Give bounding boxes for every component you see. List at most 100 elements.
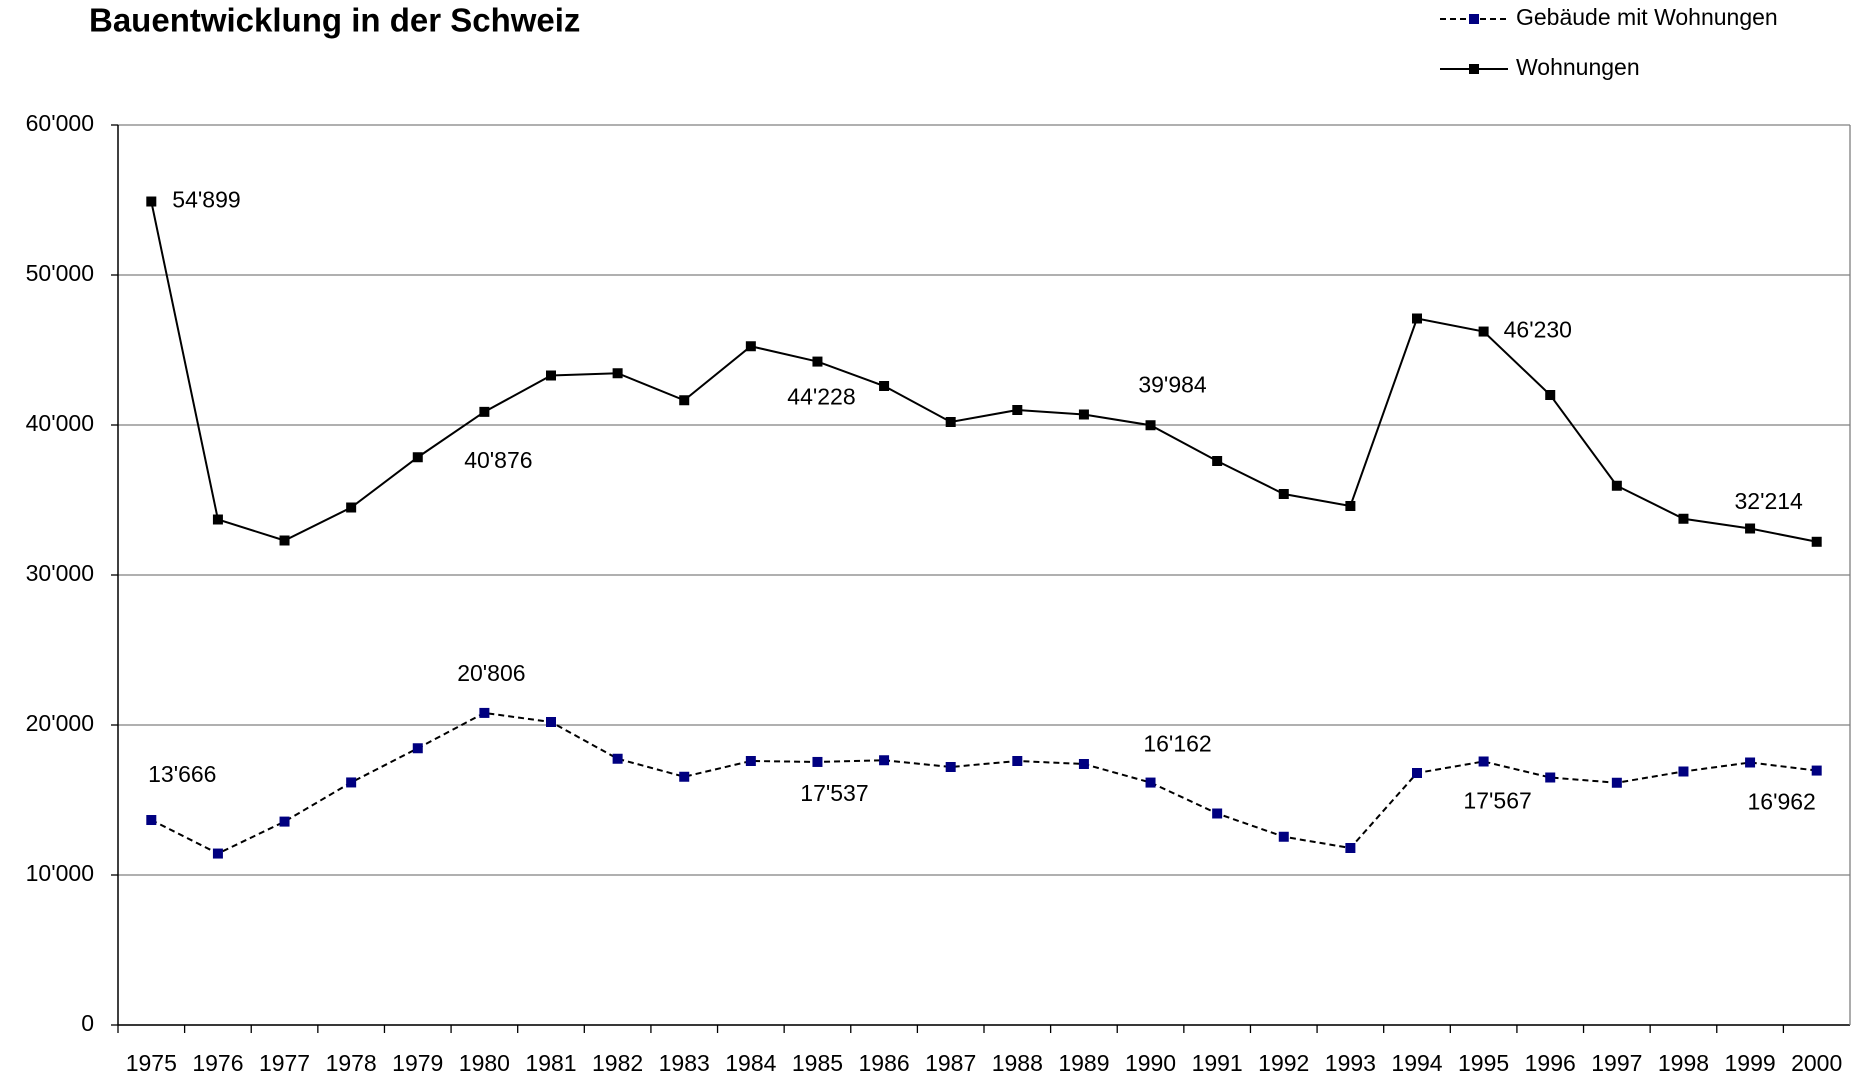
x-tick-label: 1975 <box>126 1050 177 1076</box>
marker <box>1145 420 1156 431</box>
y-tick-label: 30'000 <box>26 560 94 586</box>
marker <box>1212 456 1223 466</box>
data-label: 13'666 <box>148 761 216 787</box>
marker <box>679 771 690 782</box>
marker <box>546 370 556 381</box>
x-tick-label: 1990 <box>1125 1050 1176 1076</box>
marker <box>212 514 223 525</box>
data-label: 44'228 <box>787 384 855 410</box>
marker <box>812 756 823 767</box>
legend-label: Wohnungen <box>1516 54 1640 80</box>
marker <box>745 341 756 352</box>
marker <box>945 762 956 772</box>
marker <box>1012 405 1023 415</box>
marker <box>412 452 423 463</box>
y-tick-label: 10'000 <box>26 860 94 886</box>
marker <box>1145 777 1156 788</box>
x-tick-label: 1997 <box>1591 1050 1642 1076</box>
marker <box>1078 759 1089 769</box>
x-tick-label: 1977 <box>259 1050 310 1076</box>
y-tick-label: 0 <box>81 1010 94 1036</box>
y-tick-label: 20'000 <box>26 710 94 736</box>
marker <box>479 406 490 417</box>
legend-marker <box>1469 64 1479 74</box>
marker <box>1678 513 1689 524</box>
data-label: 32'214 <box>1735 488 1804 514</box>
marker <box>745 756 756 766</box>
data-label: 46'230 <box>1504 317 1572 343</box>
x-tick-label: 1999 <box>1724 1050 1775 1076</box>
marker <box>1811 536 1822 547</box>
marker <box>879 755 890 766</box>
x-tick-label: 2000 <box>1791 1050 1842 1076</box>
marker <box>1278 489 1289 499</box>
x-tick-label: 1985 <box>792 1050 843 1076</box>
marker <box>679 395 690 406</box>
x-tick-label: 1988 <box>992 1050 1043 1076</box>
x-tick-label: 1979 <box>392 1050 443 1076</box>
x-tick-label: 1998 <box>1658 1050 1709 1076</box>
marker <box>212 848 223 859</box>
x-tick-label: 1976 <box>192 1050 243 1076</box>
marker <box>1611 480 1622 491</box>
series-line <box>150 201 1817 543</box>
data-label: 39'984 <box>1138 371 1207 397</box>
data-label: 17'567 <box>1463 788 1531 814</box>
x-tick-label: 1986 <box>858 1050 909 1076</box>
marker <box>612 753 623 764</box>
marker <box>1745 757 1756 768</box>
x-tick-label: 1994 <box>1391 1050 1442 1076</box>
x-tick-label: 1993 <box>1325 1050 1376 1076</box>
data-label: 16'962 <box>1748 789 1816 815</box>
x-tick-label: 1982 <box>592 1050 643 1076</box>
marker <box>1678 766 1689 777</box>
data-label: 40'876 <box>464 447 532 473</box>
marker <box>1745 523 1756 534</box>
marker <box>1412 313 1422 324</box>
y-tick-label: 60'000 <box>26 110 94 136</box>
x-tick-label: 1996 <box>1525 1050 1576 1076</box>
x-tick-label: 1987 <box>925 1050 976 1076</box>
marker <box>1478 326 1489 337</box>
marker <box>879 381 890 391</box>
chart-title: Bauentwicklung in der Schweiz <box>89 2 580 39</box>
data-label: 17'537 <box>800 780 868 806</box>
marker <box>146 815 157 826</box>
data-label: 16'162 <box>1143 731 1211 757</box>
marker <box>1345 501 1356 511</box>
x-tick-label: 1995 <box>1458 1050 1509 1076</box>
marker <box>1478 756 1489 767</box>
x-tick-label: 1992 <box>1258 1050 1309 1076</box>
marker <box>1012 756 1023 766</box>
x-tick-label: 1989 <box>1058 1050 1109 1076</box>
marker <box>346 777 357 788</box>
y-tick-label: 50'000 <box>26 260 94 286</box>
legend-marker <box>1469 14 1479 24</box>
marker <box>945 417 956 427</box>
marker <box>1078 409 1089 420</box>
marker <box>279 816 290 827</box>
marker <box>1811 765 1822 776</box>
marker <box>1545 390 1556 400</box>
marker <box>146 196 157 207</box>
marker <box>1611 777 1622 788</box>
data-label: 54'899 <box>172 187 240 213</box>
marker <box>812 356 823 367</box>
x-tick-label: 1980 <box>459 1050 510 1076</box>
x-tick-label: 1983 <box>659 1050 710 1076</box>
y-tick-label: 40'000 <box>26 410 94 436</box>
x-tick-label: 1981 <box>525 1050 576 1076</box>
marker <box>612 368 623 379</box>
marker <box>546 717 556 727</box>
x-tick-label: 1978 <box>326 1050 377 1076</box>
marker <box>479 707 490 718</box>
marker <box>1412 768 1422 778</box>
x-tick-label: 1991 <box>1192 1050 1243 1076</box>
data-label: 20'806 <box>457 660 525 686</box>
marker <box>1212 808 1223 819</box>
marker <box>1345 843 1356 853</box>
x-tick-label: 1984 <box>725 1050 776 1076</box>
marker <box>1545 772 1556 783</box>
marker <box>1278 831 1289 842</box>
